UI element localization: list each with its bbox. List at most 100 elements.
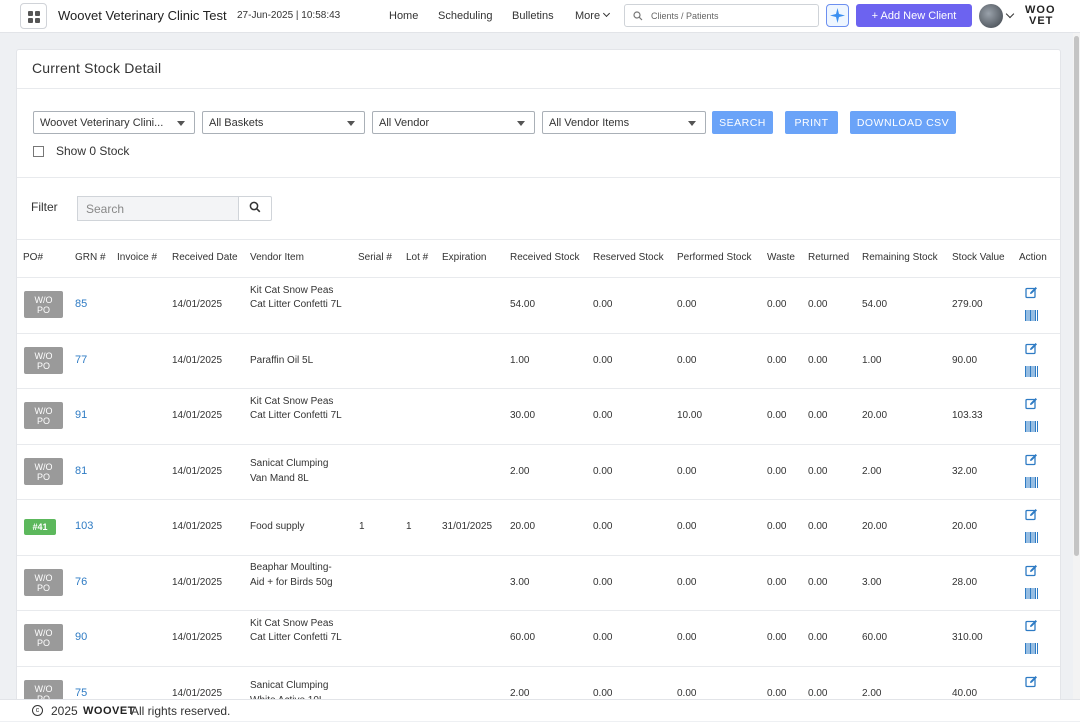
nav-bulletins[interactable]: Bulletins — [512, 10, 554, 22]
edit-icon[interactable] — [1025, 342, 1038, 355]
grn-link[interactable]: 81 — [75, 464, 88, 477]
stock-value-cell: 103.33 — [952, 410, 983, 421]
barcode-icon[interactable] — [1025, 532, 1038, 543]
stock-detail-card: Current Stock Detail Woovet Veterinary C… — [16, 49, 1061, 710]
received-date-cell: 14/01/2025 — [172, 410, 223, 421]
apps-grid-icon[interactable] — [20, 3, 47, 29]
reserved-stock-cell: 0.00 — [593, 576, 613, 588]
edit-icon[interactable] — [1025, 286, 1038, 299]
clinic-select[interactable]: Woovet Veterinary Clini... — [33, 111, 195, 134]
waste-cell: 0.00 — [767, 576, 787, 588]
reserved-stock-cell: 0.00 — [593, 354, 613, 366]
chevron-down-icon[interactable] — [1005, 9, 1015, 19]
col-invoice: Invoice # — [117, 252, 158, 263]
basket-select-value: All Baskets — [209, 117, 264, 129]
barcode-icon[interactable] — [1025, 476, 1038, 488]
copyright-icon: c — [32, 705, 43, 716]
clinic-select-value: Woovet Veterinary Clini... — [40, 117, 164, 129]
vendor-item-cell: Kit Cat Snow Peas Cat Litter Confetti 7L — [250, 284, 342, 311]
clinic-name: Woovet Veterinary Clinic Test — [58, 8, 227, 23]
vendor-select[interactable]: All Vendor — [372, 111, 535, 134]
edit-icon[interactable] — [1025, 619, 1038, 632]
waste-cell: 0.00 — [767, 465, 787, 477]
waste-cell: 0.00 — [767, 354, 787, 366]
col-reserved-stock: Reserved Stock — [593, 252, 664, 263]
search-icon — [633, 11, 643, 21]
client-search-input[interactable] — [649, 7, 814, 24]
returned-cell: 0.00 — [808, 465, 828, 477]
search-button[interactable]: SEARCH — [712, 111, 773, 134]
col-returned: Returned — [808, 252, 850, 263]
barcode-icon[interactable] — [1025, 643, 1038, 654]
edit-icon[interactable] — [1025, 453, 1038, 466]
reserved-stock-cell: 0.00 — [593, 521, 613, 532]
edit-icon[interactable] — [1025, 508, 1038, 521]
print-button[interactable]: PRINT — [785, 111, 838, 134]
waste-cell: 0.00 — [767, 521, 787, 532]
grn-link[interactable]: 90 — [75, 631, 88, 643]
performed-stock-cell: 0.00 — [677, 521, 697, 532]
footer: c 2025 WOOVET All rights reserved. — [0, 699, 1080, 721]
filter-search-button[interactable] — [238, 196, 272, 221]
remaining-stock-cell: 54.00 — [862, 299, 888, 310]
vendor-item-cell: Beaphar Moulting-Aid + for Birds 50g — [250, 562, 333, 588]
vendor-item-cell: Sanicat Clumping Van Mand 8L — [250, 458, 329, 484]
basket-select[interactable]: All Baskets — [202, 111, 365, 134]
page-title: Current Stock Detail — [32, 60, 162, 76]
vendor-items-select-value: All Vendor Items — [549, 117, 630, 129]
barcode-icon[interactable] — [1025, 421, 1038, 432]
table-row: #41 103 Food supply 14/01/2025 1 1 31/01/2025 2… — [17, 499, 1060, 555]
col-po: PO# — [23, 252, 44, 263]
returned-cell: 0.00 — [808, 410, 828, 421]
nav-scheduling[interactable]: Scheduling — [438, 10, 493, 22]
po-badge[interactable]: #41 — [24, 519, 56, 535]
avatar[interactable] — [979, 4, 1003, 28]
performed-stock-cell: 0.00 — [677, 354, 697, 366]
table-top-divider — [17, 239, 1060, 240]
page-scrollbar-thumb[interactable] — [1074, 36, 1079, 556]
col-vendor-item: Vendor Item — [250, 252, 304, 263]
show-zero-stock-checkbox[interactable] — [33, 146, 44, 157]
grn-link[interactable]: 103 — [75, 520, 94, 532]
filter-search-input[interactable] — [77, 196, 239, 221]
barcode-icon[interactable] — [1025, 365, 1038, 377]
received-date-cell: 14/01/2025 — [172, 465, 223, 477]
logo-bottom: VET — [1029, 15, 1054, 27]
grn-link[interactable]: 91 — [75, 409, 88, 421]
barcode-icon[interactable] — [1025, 310, 1038, 321]
received-stock-cell: 2.00 — [510, 687, 530, 699]
waste-cell: 0.00 — [767, 632, 787, 643]
performed-stock-cell: 0.00 — [677, 465, 697, 477]
remaining-stock-cell: 20.00 — [862, 410, 888, 421]
client-search[interactable] — [624, 4, 819, 27]
grn-link[interactable]: 76 — [75, 575, 88, 588]
nav-home[interactable]: Home — [389, 10, 419, 22]
edit-icon[interactable] — [1025, 564, 1038, 577]
grn-link[interactable]: 77 — [75, 353, 88, 366]
top-bar: Woovet Veterinary Clinic Test 27-Jun-202… — [0, 0, 1080, 33]
ai-sparkle-icon[interactable] — [826, 4, 849, 27]
title-divider — [17, 88, 1060, 89]
col-received-stock: Received Stock — [510, 252, 580, 263]
add-new-client-button[interactable]: + Add New Client — [856, 4, 972, 27]
barcode-icon[interactable] — [1025, 587, 1038, 599]
download-csv-button[interactable]: DOWNLOAD CSV — [850, 111, 956, 134]
reserved-stock-cell: 0.00 — [593, 632, 613, 643]
chevron-down-icon — [603, 9, 611, 18]
nav-more[interactable]: More — [575, 9, 611, 22]
table-row: W/O PO 91 Kit Cat Snow Peas Cat Litter Conf… — [17, 388, 1060, 444]
reserved-stock-cell: 0.00 — [593, 410, 613, 421]
edit-icon[interactable] — [1025, 397, 1038, 410]
vendor-items-select[interactable]: All Vendor Items — [542, 111, 706, 134]
grn-link[interactable]: 75 — [75, 686, 88, 699]
table-row: W/O PO 85 Kit Cat Snow Peas Cat Litter Conf… — [17, 277, 1060, 333]
grn-link[interactable]: 85 — [75, 298, 88, 310]
edit-icon[interactable] — [1025, 675, 1038, 688]
footer-logo: WOOVET — [83, 705, 135, 717]
performed-stock-cell: 0.00 — [677, 576, 697, 588]
filter-label: Filter — [31, 200, 58, 214]
